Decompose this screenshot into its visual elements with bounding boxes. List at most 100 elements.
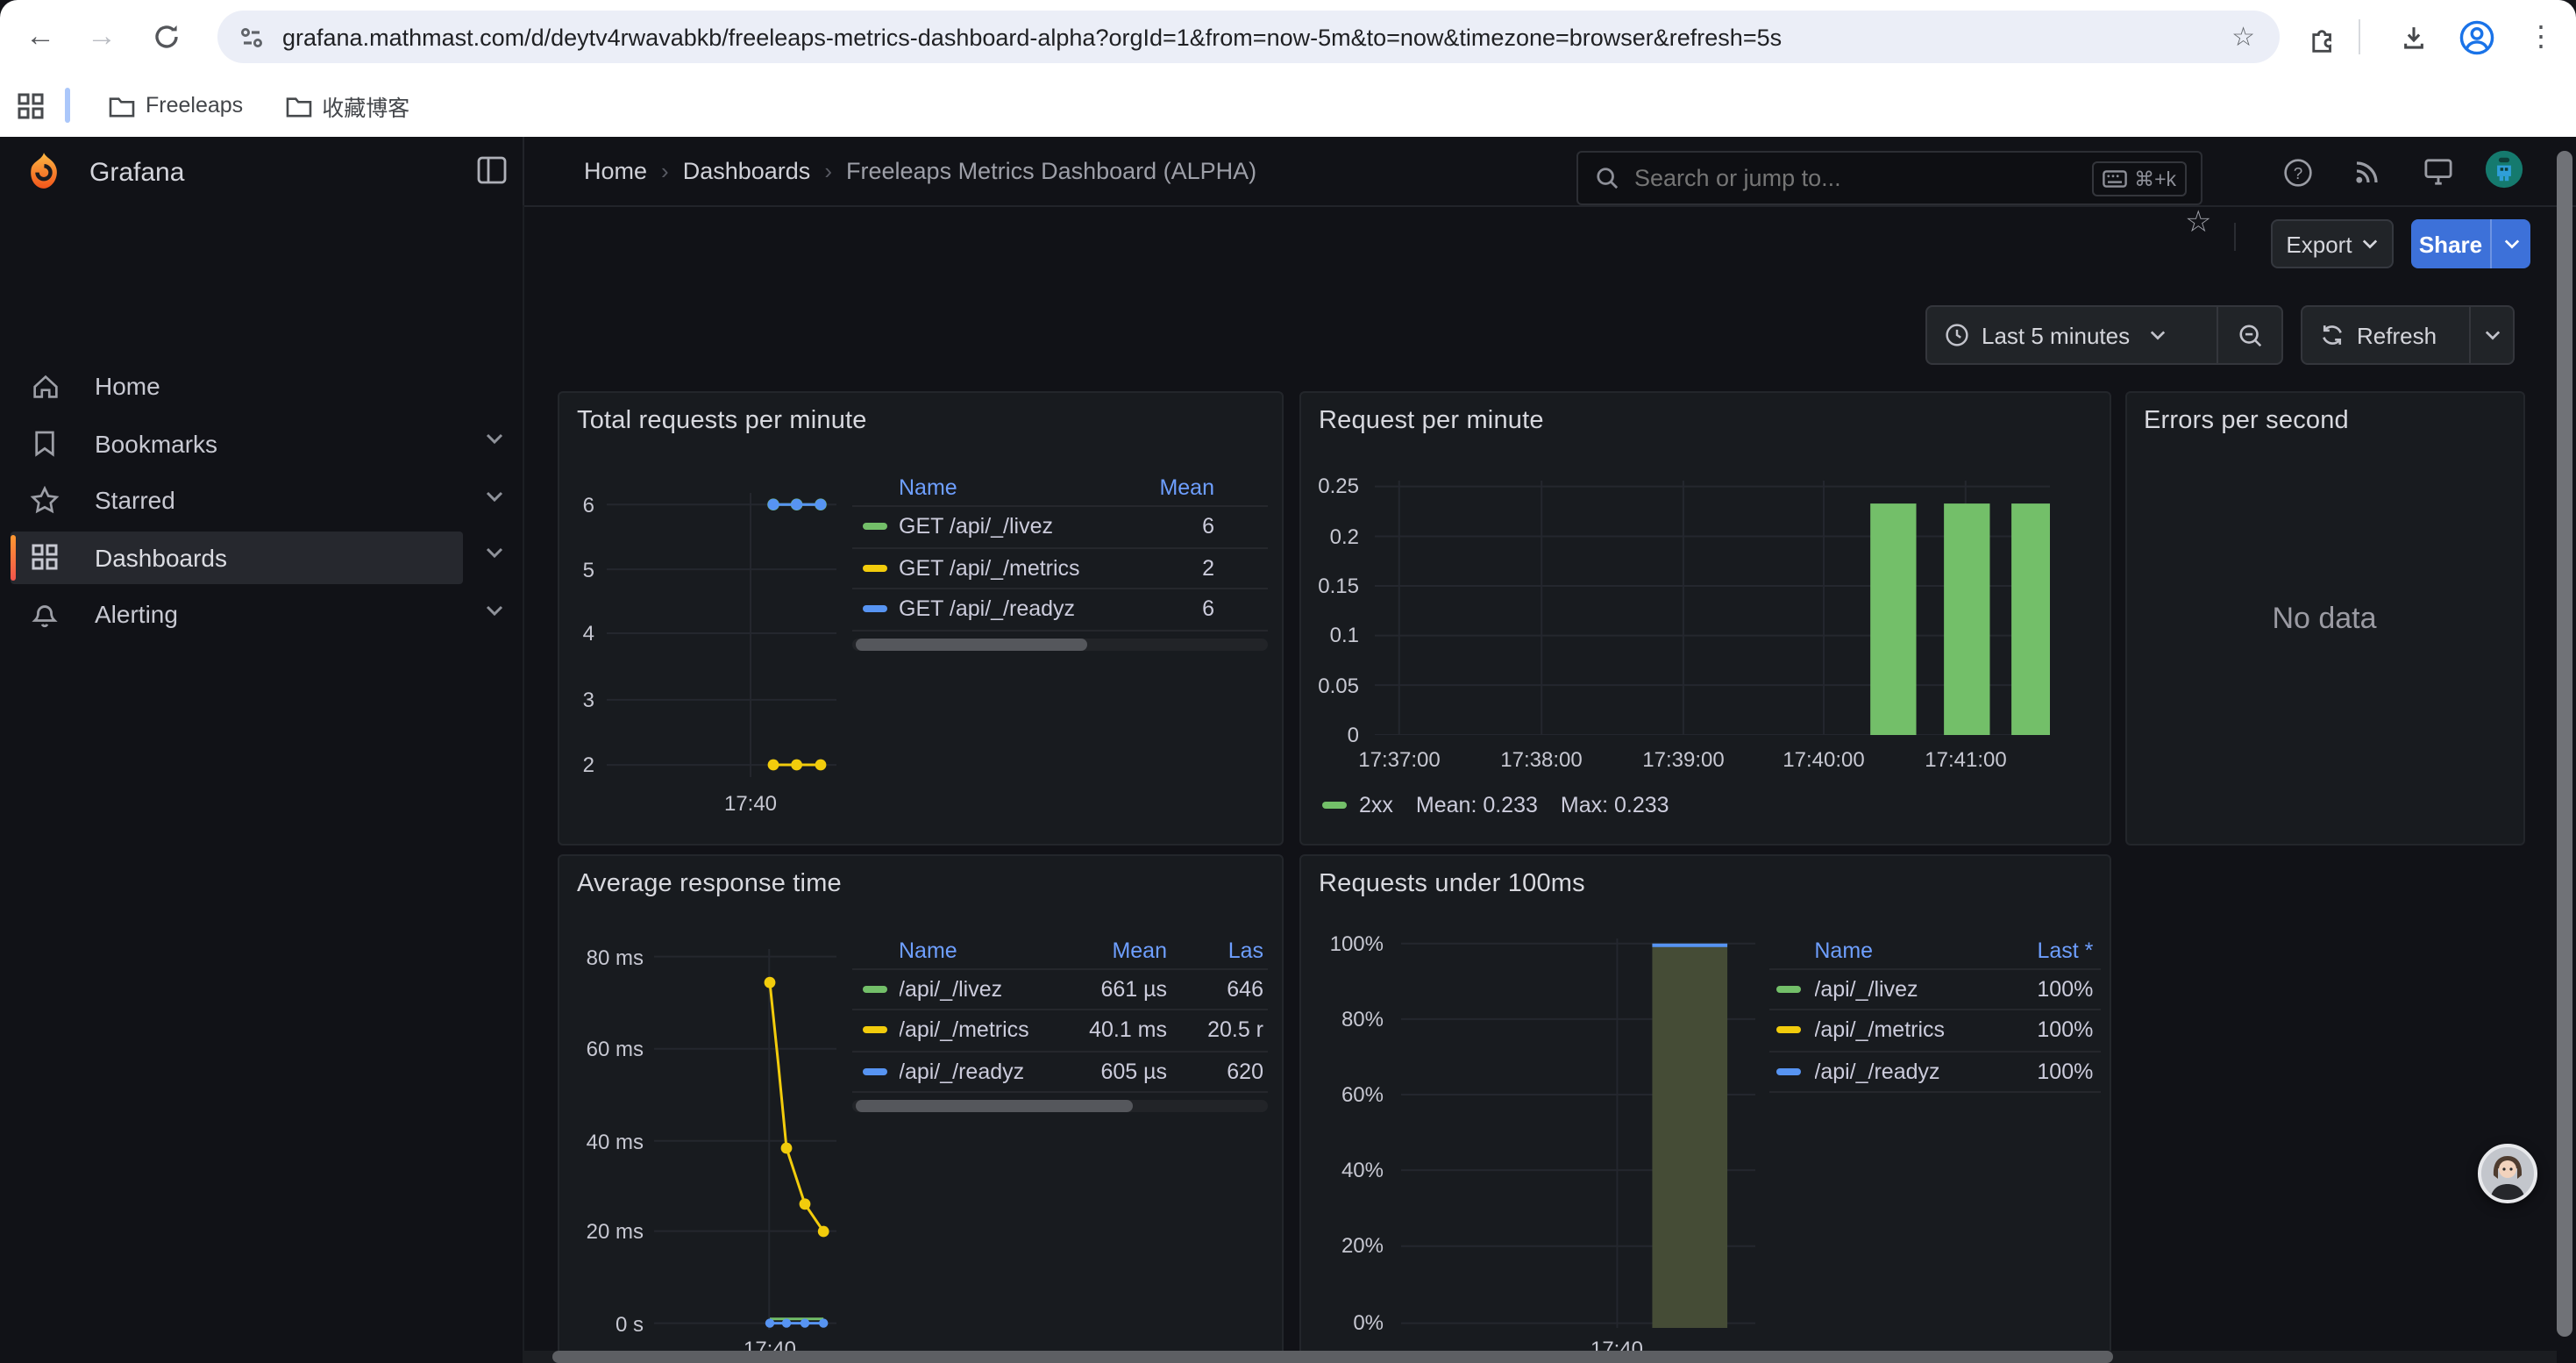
share-menu-button[interactable] [2490, 219, 2530, 268]
favorite-star-icon[interactable]: ☆ [2185, 205, 2212, 240]
y-tick: 100% [1301, 933, 1384, 954]
series-mean-stat: Mean: 0.233 [1416, 793, 1538, 817]
export-button[interactable]: Export [2271, 219, 2394, 268]
legend-row[interactable]: GET /api/_/readyz 6 [851, 589, 1267, 631]
chevron-down-icon [2363, 239, 2379, 249]
help-icon[interactable]: ? [2278, 153, 2316, 191]
bell-icon [30, 600, 60, 628]
star-icon [30, 486, 60, 514]
legend-row[interactable]: /api/_/livez 100% [1768, 969, 2100, 1010]
panel-under-100ms[interactable]: Requests under 100ms 100% 80% 60% 40% 20… [1299, 853, 2111, 1363]
bookmark-star-icon[interactable]: ☆ [2231, 21, 2255, 53]
y-tick: 5 [559, 559, 594, 580]
back-icon[interactable]: ← [18, 14, 63, 60]
y-tick: 60 ms [559, 1038, 644, 1060]
time-range-picker[interactable]: Last 5 minutes [1927, 322, 2217, 348]
series-color-pill [862, 606, 886, 613]
chevron-down-icon[interactable] [486, 433, 503, 444]
reload-icon[interactable] [144, 14, 189, 60]
refresh-interval-button[interactable] [2471, 307, 2513, 363]
series-max-stat: Max: 0.233 [1561, 793, 1669, 817]
sidebar-item-label: Home [95, 372, 160, 400]
series-name: GET /api/_/livez [899, 515, 1132, 539]
legend-row[interactable]: GET /api/_/metrics 2 [851, 548, 1267, 589]
monitor-icon[interactable] [2418, 153, 2457, 191]
legend-item[interactable]: 2xx [1322, 793, 1393, 817]
address-bar[interactable]: ☆ [217, 11, 2280, 63]
share-split-button: Share [2411, 219, 2530, 268]
legend-scrollbar[interactable] [851, 1100, 1267, 1112]
refresh-label: Refresh [2357, 322, 2437, 348]
under-100ms-chart [1400, 938, 1754, 1328]
legend-header-mean[interactable]: Mean [1064, 938, 1167, 962]
legend-header-last[interactable]: Last * [2005, 938, 2093, 962]
bookmark-folder-blogs[interactable]: 收藏博客 [271, 82, 423, 129]
profile-icon[interactable] [2453, 14, 2499, 60]
series-name: /api/_/metrics [899, 1018, 1064, 1043]
breadcrumb-home[interactable]: Home [584, 158, 647, 184]
series-color-pill [1322, 802, 1347, 809]
panel-request-per-minute[interactable]: Request per minute 0.25 0.2 0.15 0.1 0.0… [1299, 391, 2111, 846]
vertical-scrollbar[interactable] [2557, 151, 2572, 1351]
sidebar-item-alerting[interactable]: Alerting [11, 588, 463, 640]
legend-row[interactable]: GET /api/_/livez 6 [851, 507, 1267, 548]
legend-header: Name Mean Las [851, 932, 1267, 969]
user-avatar[interactable] [2485, 149, 2523, 188]
y-tick: 20 ms [559, 1221, 644, 1242]
downloads-icon[interactable] [2390, 14, 2436, 60]
bookmark-folder-label: Freeleaps [146, 93, 243, 118]
legend-header-name[interactable]: Name [899, 938, 1064, 962]
legend-row[interactable]: /api/_/readyz 100% [1768, 1052, 2100, 1093]
grafana-logo[interactable] [25, 151, 63, 191]
panel-total-requests[interactable]: Total requests per minute 6 5 4 3 2 17:4… [558, 391, 1284, 846]
sidebar-item-label: Starred [95, 486, 175, 514]
assistant-avatar[interactable] [2478, 1144, 2537, 1203]
breadcrumb-dashboards[interactable]: Dashboards [683, 158, 811, 184]
y-tick: 40 ms [559, 1131, 644, 1152]
legend-row[interactable]: /api/_/livez 661 µs 646 [851, 969, 1267, 1010]
legend-header-name[interactable]: Name [899, 475, 1132, 500]
chevron-down-icon[interactable] [486, 547, 503, 558]
chevron-down-icon[interactable] [486, 604, 503, 615]
legend-header-last[interactable]: Las [1167, 938, 1263, 962]
search-box[interactable]: ⌘+k [1576, 151, 2202, 205]
refresh-button[interactable]: Refresh [2302, 322, 2469, 348]
forward-icon[interactable]: → [79, 14, 125, 60]
legend-row[interactable]: /api/_/readyz 605 µs 620 [851, 1052, 1267, 1093]
sidebar-item-bookmarks[interactable]: Bookmarks [11, 417, 463, 469]
series-color-pill [862, 565, 886, 572]
legend-table: Name Mean Las /api/_/livez 661 µs 646 /a… [851, 932, 1267, 1112]
y-tick: 3 [559, 689, 594, 710]
bookmark-folder-freeleaps[interactable]: Freeleaps [95, 86, 257, 125]
panel-errors-per-second[interactable]: Errors per second No data [2124, 391, 2524, 846]
panel-avg-response-time[interactable]: Average response time 80 ms 60 ms 40 ms … [558, 853, 1284, 1363]
share-button[interactable]: Share [2411, 219, 2490, 268]
bookmark-folder-label: 收藏博客 [322, 89, 409, 122]
x-tick: 17:37:00 [1347, 749, 1452, 770]
url-input[interactable] [279, 22, 2180, 52]
chevron-down-icon [2149, 330, 2165, 340]
extensions-icon[interactable] [2299, 14, 2345, 60]
site-settings-icon[interactable] [238, 24, 265, 50]
legend-header-name[interactable]: Name [1814, 938, 2005, 962]
zoom-out-button[interactable] [2218, 307, 2281, 363]
search-input[interactable] [1631, 163, 2092, 193]
series-name: GET /api/_/readyz [899, 597, 1132, 622]
legend-header-mean[interactable]: Mean [1132, 475, 1214, 500]
horizontal-scrollbar[interactable] [523, 1351, 2557, 1363]
legend-scrollbar[interactable] [851, 638, 1267, 650]
legend-row[interactable]: /api/_/metrics 100% [1768, 1010, 2100, 1052]
sidebar-item-home[interactable]: Home [11, 360, 463, 412]
chevron-down-icon[interactable] [486, 490, 503, 501]
series-mean: 40.1 ms [1064, 1018, 1167, 1043]
news-rss-icon[interactable] [2348, 153, 2387, 191]
header-divider [523, 137, 524, 205]
sidebar-item-dashboards[interactable]: Dashboards [11, 531, 463, 583]
legend-row[interactable]: /api/_/metrics 40.1 ms 20.5 r [851, 1010, 1267, 1052]
sidebar-toggle-icon[interactable] [477, 156, 507, 184]
series-color-pill [1775, 1027, 1800, 1034]
sidebar-item-starred[interactable]: Starred [11, 474, 463, 526]
apps-grid-icon[interactable] [18, 92, 44, 118]
series-color-pill [862, 1027, 886, 1034]
browser-menu-icon[interactable]: ⋮ [2518, 14, 2564, 60]
